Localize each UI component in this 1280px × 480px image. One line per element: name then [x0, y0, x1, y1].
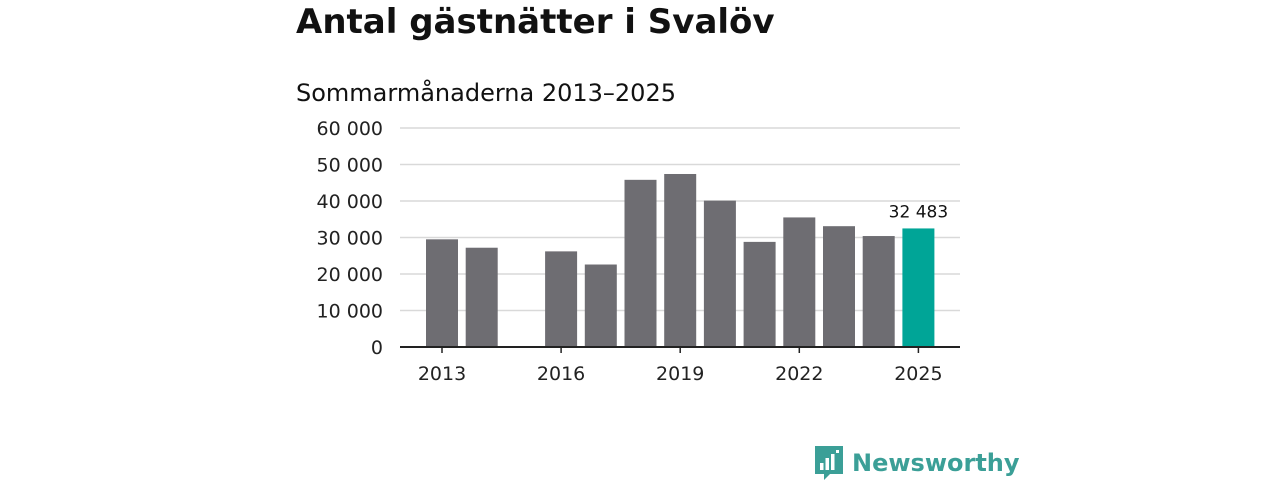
bar-2023	[823, 226, 855, 347]
x-tick-label: 2019	[656, 363, 704, 385]
y-tick-label: 30 000	[317, 228, 383, 250]
bar-2022	[783, 217, 816, 347]
x-tick-label: 2025	[894, 363, 942, 385]
bar-2016	[545, 251, 578, 347]
x-tick-label: 2022	[775, 363, 823, 385]
x-tick-label: 2013	[418, 363, 466, 385]
bar-2020	[703, 200, 736, 347]
bar-2014	[465, 247, 498, 347]
y-tick-label: 20 000	[317, 264, 383, 286]
y-tick-label: 40 000	[317, 191, 383, 213]
brand-logo-block[interactable]: Newsworthy	[815, 446, 1020, 480]
data-label: 32 483	[889, 202, 948, 222]
bar-2018	[624, 179, 657, 347]
y-tick-label: 50 000	[317, 155, 383, 177]
brand-name: Newsworthy	[852, 449, 1020, 477]
x-tick-label: 2016	[537, 363, 585, 385]
bar-2024	[862, 236, 895, 347]
newsworthy-logo-icon	[815, 446, 843, 480]
y-tick-label: 10 000	[317, 301, 383, 323]
chart-title: Antal gästnätter i Svalöv	[296, 2, 775, 42]
y-tick-label: 60 000	[317, 118, 383, 140]
bar-2025	[902, 228, 935, 347]
chart-subtitle: Sommarmånaderna 2013–2025	[296, 79, 676, 107]
y-tick-label: 0	[371, 337, 383, 359]
bar-2019	[664, 173, 697, 347]
bar-2013	[426, 239, 458, 347]
bar-2021	[743, 241, 776, 347]
bar-chart: 0 10 000 20 000 30 000 40 000 50 000 60 000 201…	[317, 118, 960, 385]
bar-2017	[584, 264, 617, 347]
